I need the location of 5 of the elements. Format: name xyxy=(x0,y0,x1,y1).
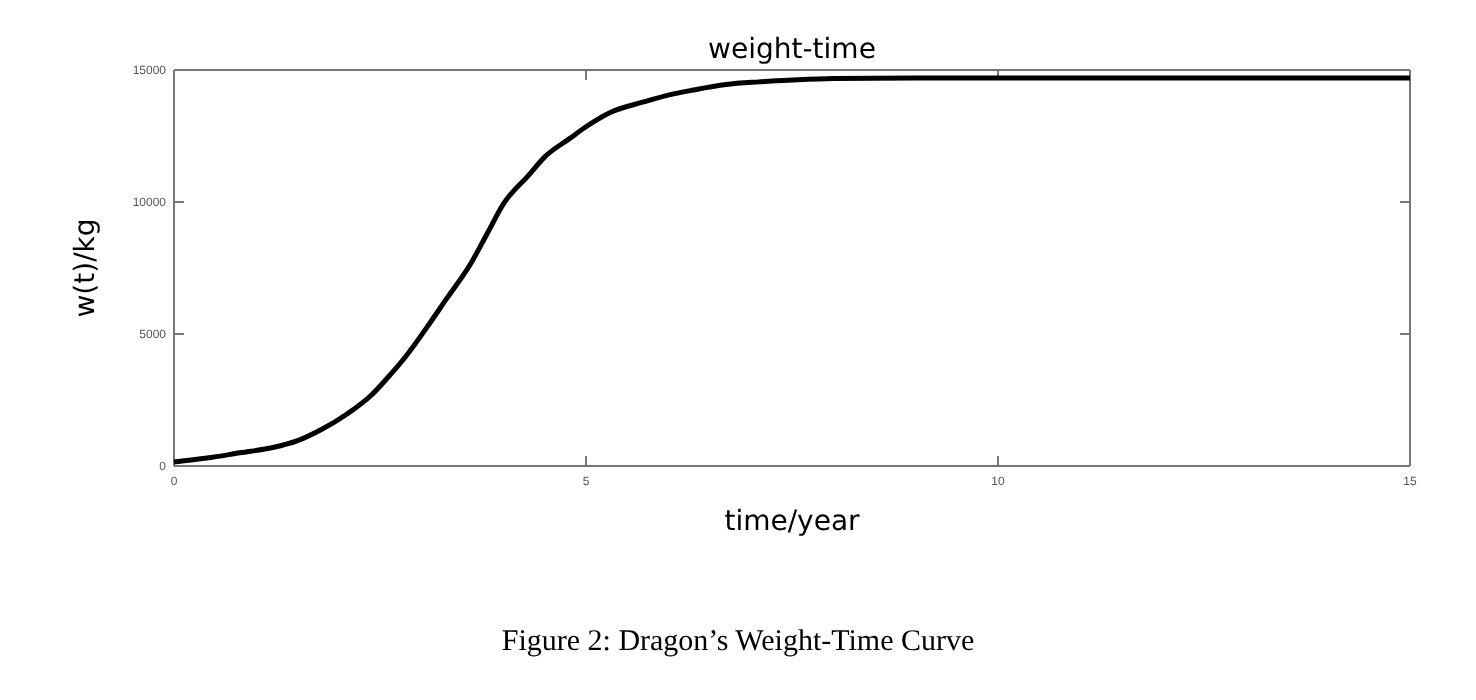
y-axis-title: w(t)/kg xyxy=(70,218,102,318)
chart-title: weight-time xyxy=(708,34,876,66)
x-axis-title: time/year xyxy=(724,506,861,538)
caption: Figure 2: Dragon’s Weight-Time Curve xyxy=(501,626,975,658)
line-series xyxy=(171,75,1413,465)
